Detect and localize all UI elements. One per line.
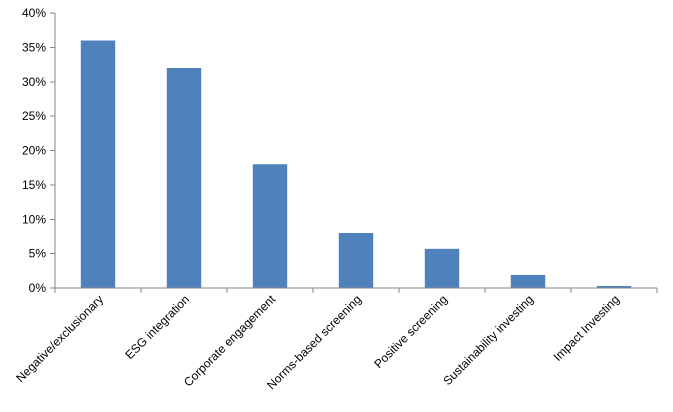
y-tick-label: 20% <box>22 144 46 158</box>
y-axis: 0% 5% 10% 15% 20% 25% 30% 35% 40% <box>22 6 56 295</box>
y-tick-label: 35% <box>22 40 46 54</box>
x-tick-label: Sustainability investing <box>440 292 536 388</box>
y-tick-label: 10% <box>22 212 46 226</box>
y-tick-label: 15% <box>22 178 46 192</box>
bar-norms-based-screening <box>338 233 374 288</box>
y-tick-label: 40% <box>22 6 46 20</box>
y-tick-label: 5% <box>29 247 47 261</box>
x-tick-label: Impact Investing <box>550 292 622 364</box>
bar-impact-investing <box>596 285 632 288</box>
y-tick-label: 25% <box>22 109 46 123</box>
bar-negative-exclusionary <box>80 40 116 288</box>
y-tick-label: 30% <box>22 75 46 89</box>
x-tick-label: Norms-based screening <box>264 292 364 392</box>
x-tick-label: ESG integration <box>122 292 192 362</box>
x-tick-label: Positive screening <box>371 292 450 371</box>
bar-esg-integration <box>166 68 202 288</box>
x-tick-label: Corporate engagement <box>181 292 279 390</box>
bar-positive-screening <box>424 248 460 288</box>
bar-sustainability-investing <box>510 274 546 288</box>
x-axis: Negative/exclusionary ESG integrationCorp… <box>13 287 658 392</box>
x-tick-label: Negative/exclusionary <box>13 292 106 385</box>
bar-corporate-engagement <box>252 164 288 288</box>
y-tick-label: 0% <box>29 281 47 295</box>
bars <box>80 40 632 288</box>
